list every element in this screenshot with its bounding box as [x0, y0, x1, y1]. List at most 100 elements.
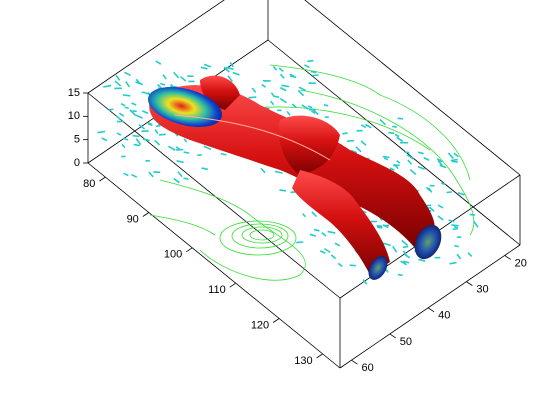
arrow	[469, 213, 475, 216]
arrow	[321, 232, 327, 237]
arrow	[170, 85, 178, 88]
arrow	[200, 66, 208, 70]
arrow	[296, 241, 304, 244]
arrow	[427, 187, 433, 193]
arrow	[417, 165, 426, 171]
x-tick-label: 110	[208, 284, 226, 296]
arrow	[154, 129, 159, 135]
arrow	[302, 213, 307, 218]
x-tick-label: 100	[164, 249, 182, 261]
y-tick-label: 30	[476, 284, 488, 296]
arrow	[429, 206, 435, 212]
arrow	[453, 225, 459, 229]
y-tick	[504, 255, 511, 260]
x-tick-label: 130	[294, 355, 312, 367]
arrow	[133, 143, 140, 147]
arrow	[157, 83, 162, 89]
arrow	[227, 75, 233, 83]
arrow	[131, 102, 137, 106]
x-tick	[272, 318, 280, 323]
arrow	[291, 103, 297, 109]
x-tick	[186, 247, 193, 253]
arrow	[453, 152, 460, 158]
arrow	[289, 75, 295, 78]
arrow	[279, 86, 287, 92]
arrow	[177, 171, 183, 178]
arrow	[330, 254, 337, 260]
arrow	[118, 112, 125, 117]
y-tick-label: 40	[438, 310, 450, 322]
arrow	[362, 279, 368, 285]
arrow	[337, 262, 343, 268]
arrow	[270, 92, 276, 98]
arrow	[176, 159, 184, 164]
arrow	[311, 211, 318, 218]
arrow	[138, 124, 145, 130]
arrow	[454, 244, 459, 248]
arrow	[155, 124, 161, 128]
arrow	[360, 124, 367, 129]
box-edge	[87, 0, 225, 94]
arrow	[125, 81, 131, 88]
arrow	[141, 110, 149, 115]
arrow	[447, 152, 454, 159]
arrow	[131, 173, 138, 178]
arrow	[135, 138, 142, 146]
arrow	[437, 159, 443, 166]
arrow	[143, 138, 150, 142]
arrow	[313, 228, 320, 232]
arrow	[135, 78, 142, 85]
arrow	[304, 64, 310, 69]
arrow	[397, 117, 404, 120]
arrow	[173, 71, 180, 79]
arrow	[307, 105, 313, 109]
arrow	[97, 130, 106, 134]
z-tick-label: 10	[68, 110, 80, 122]
arrow	[409, 168, 417, 176]
arrow	[114, 80, 122, 87]
arrow	[135, 114, 143, 119]
arrow	[402, 250, 407, 256]
arrow	[451, 160, 458, 163]
arrow	[279, 97, 287, 104]
box-edge	[87, 92, 341, 299]
arrow	[203, 145, 212, 151]
arrow	[382, 242, 391, 247]
x-tick-label: 120	[251, 319, 269, 331]
arrow	[323, 103, 329, 107]
arrow	[379, 118, 387, 126]
arrow	[383, 157, 389, 161]
arrow	[279, 189, 287, 192]
arrow	[220, 152, 227, 156]
y-tick-label: 50	[400, 336, 412, 348]
arrow	[452, 227, 458, 231]
arrow	[203, 63, 212, 68]
arrow	[183, 138, 188, 143]
arrow	[456, 253, 462, 260]
arrow	[121, 143, 126, 149]
y-tick	[389, 333, 397, 339]
arrow	[392, 125, 397, 128]
arrow	[120, 102, 126, 107]
arrow	[319, 250, 326, 254]
arrow	[342, 132, 348, 135]
arrow	[417, 151, 424, 155]
arrow	[327, 230, 336, 234]
arrow	[351, 149, 358, 154]
arrow	[360, 140, 367, 146]
arrow	[402, 245, 409, 249]
arrow	[418, 258, 426, 262]
arrow	[122, 94, 131, 97]
arrow	[148, 171, 154, 178]
arrow	[286, 110, 291, 116]
arrow	[229, 61, 234, 68]
arrow	[251, 87, 257, 93]
arrow	[450, 158, 458, 162]
arrow	[402, 260, 410, 264]
arrow	[183, 151, 190, 154]
arrow	[272, 66, 278, 71]
arrow	[175, 146, 181, 151]
x-tick-label: 80	[83, 178, 95, 190]
arrow	[457, 192, 465, 196]
arrow	[397, 273, 403, 277]
